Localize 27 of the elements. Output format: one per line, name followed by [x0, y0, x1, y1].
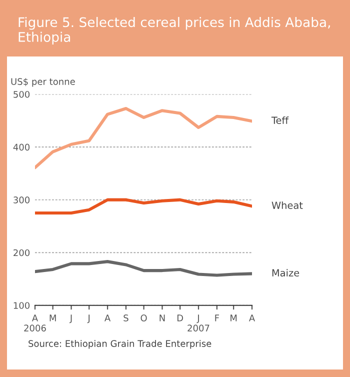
x-tick-label: J	[69, 314, 72, 324]
x-tick-label: A	[104, 314, 111, 322]
y-tick-label: 200	[14, 249, 30, 256]
text: Wheat	[272, 201, 303, 209]
chart-title: Figure 5. Selected cereal prices in Addis Ababa, Ethiopia	[18, 16, 330, 45]
x-tick-label: N	[160, 314, 165, 322]
x-tick-label: A 2006	[24, 314, 46, 332]
source-note: Source: Ethiopian Grain Trade Enterprise	[28, 340, 212, 349]
x-tick-label: J 2007	[188, 314, 210, 332]
line-series	[35, 106, 252, 170]
y-tick-label: 100	[14, 302, 30, 309]
x-tick-label: J	[87, 314, 90, 324]
series-label: Teff	[271, 116, 289, 124]
line-series	[35, 198, 252, 215]
x-tick-label: F	[215, 314, 219, 322]
y-tick-label: 400	[13, 144, 30, 151]
text: Maize	[272, 268, 300, 277]
x-tick-label: M	[50, 314, 56, 322]
y-tick-label: 300	[14, 196, 30, 204]
x-tick-label: A	[248, 314, 256, 322]
y-tick-label: 500	[14, 90, 30, 98]
x-tick-label: D	[177, 314, 184, 322]
x-tick-label: M	[230, 314, 237, 322]
x-tick-label: S	[124, 314, 128, 322]
y-axis-title: US$ per tonne	[11, 78, 75, 87]
line-series	[35, 260, 252, 277]
x-tick-label: O	[140, 314, 147, 322]
